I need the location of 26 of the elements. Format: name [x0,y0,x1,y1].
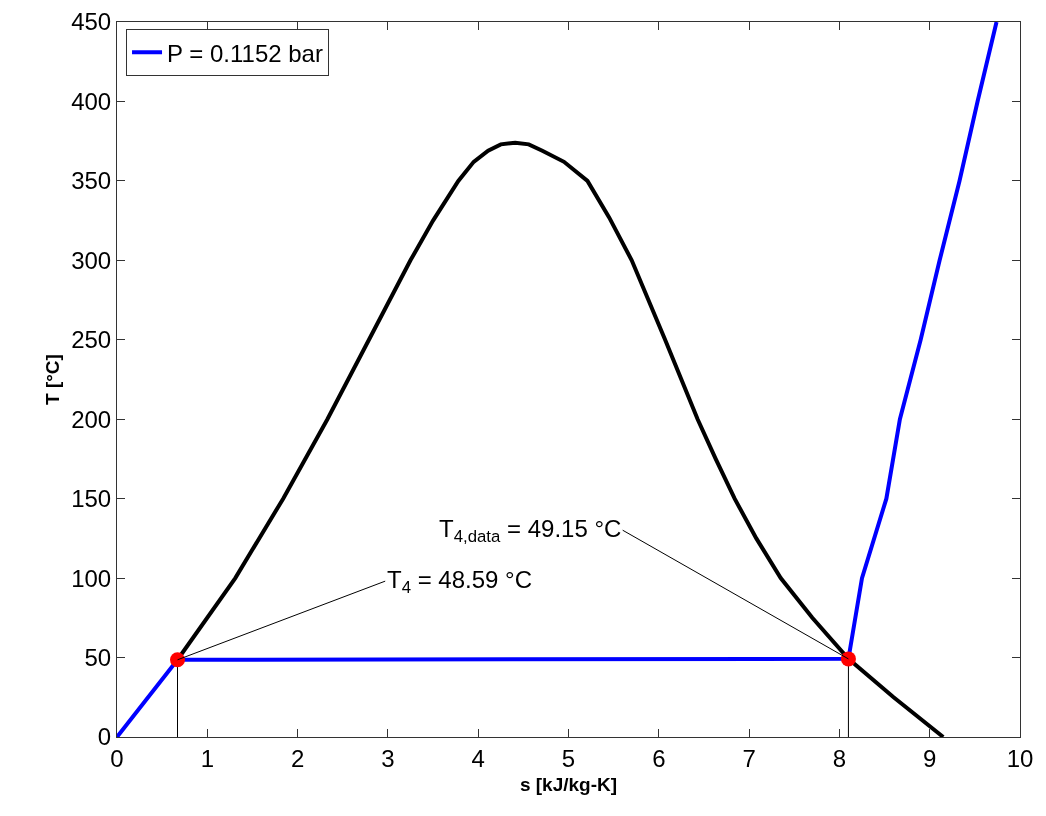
x-tick-label: 4 [471,744,485,772]
annotation: T$_{4,data}$ = 49.15 °C [439,515,622,547]
x-tick-label: 7 [742,744,756,772]
y-tick-label: 350 [71,167,112,195]
x-tick-label: 1 [200,744,214,772]
x-tick-label: 2 [290,744,305,772]
y-tick-label: 400 [71,87,112,115]
x-tick-label: 6 [652,744,666,772]
y-tick-label: 100 [71,564,112,592]
y-tick-label: 150 [71,485,112,513]
x-tick-label: 9 [923,744,937,772]
x-tick-label: 3 [381,744,395,772]
y-axis-title: T [°C] [42,354,63,405]
y-tick-label: 450 [71,8,112,36]
x-tick-label: 5 [561,744,576,772]
line-series [117,22,999,737]
y-tick-label: 50 [84,643,112,671]
x-axis-title: s [kJ/kg-K] [519,773,618,795]
annotation: T$_{4}$ = 48.59 °C [387,566,533,598]
y-tick-label: 200 [71,405,112,433]
y-tick-label: 250 [71,326,112,354]
legend-label: P = 0.1152 bar [167,39,323,67]
y-tick-label: 300 [71,246,112,274]
x-tick-label: 8 [832,744,847,772]
y-tick-label: 0 [97,723,112,751]
x-tick-label: 10 [1006,744,1034,772]
